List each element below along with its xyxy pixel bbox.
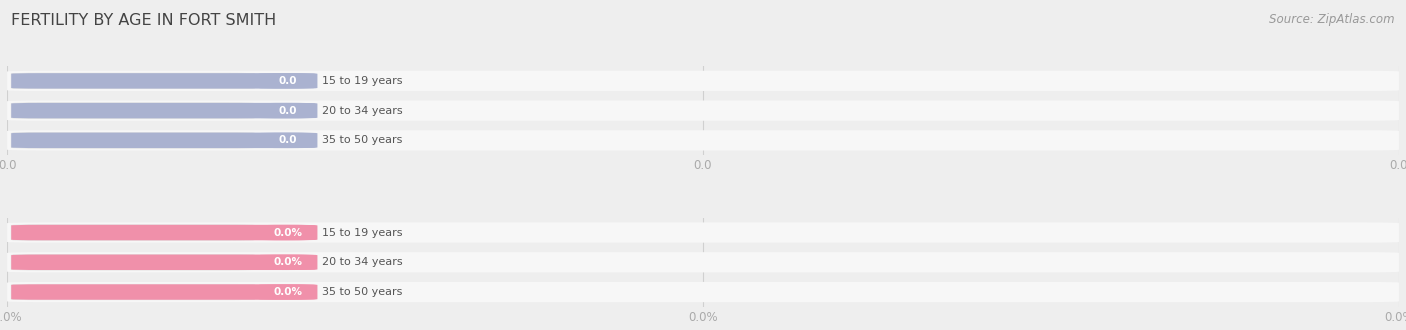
FancyBboxPatch shape <box>11 284 254 300</box>
FancyBboxPatch shape <box>11 284 315 300</box>
FancyBboxPatch shape <box>7 101 1399 121</box>
FancyBboxPatch shape <box>7 282 1399 302</box>
FancyBboxPatch shape <box>7 71 1399 91</box>
FancyBboxPatch shape <box>11 103 254 118</box>
Text: 20 to 34 years: 20 to 34 years <box>322 257 402 267</box>
Text: 0.0%: 0.0% <box>274 287 302 297</box>
Text: 15 to 19 years: 15 to 19 years <box>322 228 402 238</box>
Text: Source: ZipAtlas.com: Source: ZipAtlas.com <box>1270 13 1395 26</box>
FancyBboxPatch shape <box>11 73 315 88</box>
FancyBboxPatch shape <box>259 103 318 118</box>
Text: FERTILITY BY AGE IN FORT SMITH: FERTILITY BY AGE IN FORT SMITH <box>11 13 277 28</box>
FancyBboxPatch shape <box>259 225 318 240</box>
Text: 0.0: 0.0 <box>278 135 298 145</box>
FancyBboxPatch shape <box>11 225 315 240</box>
FancyBboxPatch shape <box>11 254 254 270</box>
FancyBboxPatch shape <box>11 73 254 88</box>
FancyBboxPatch shape <box>11 133 315 148</box>
FancyBboxPatch shape <box>7 252 1399 272</box>
Text: 0.0%: 0.0% <box>274 228 302 238</box>
FancyBboxPatch shape <box>259 73 318 88</box>
Text: 0.0%: 0.0% <box>274 257 302 267</box>
FancyBboxPatch shape <box>259 284 318 300</box>
FancyBboxPatch shape <box>7 222 1399 243</box>
FancyBboxPatch shape <box>11 225 254 240</box>
Text: 20 to 34 years: 20 to 34 years <box>322 106 402 116</box>
Text: 15 to 19 years: 15 to 19 years <box>322 76 402 86</box>
FancyBboxPatch shape <box>11 103 315 118</box>
FancyBboxPatch shape <box>11 254 315 270</box>
Text: 35 to 50 years: 35 to 50 years <box>322 135 402 145</box>
FancyBboxPatch shape <box>259 133 318 148</box>
Text: 0.0: 0.0 <box>278 76 298 86</box>
Text: 0.0: 0.0 <box>278 106 298 116</box>
FancyBboxPatch shape <box>7 130 1399 150</box>
Text: 35 to 50 years: 35 to 50 years <box>322 287 402 297</box>
FancyBboxPatch shape <box>259 254 318 270</box>
FancyBboxPatch shape <box>11 133 254 148</box>
